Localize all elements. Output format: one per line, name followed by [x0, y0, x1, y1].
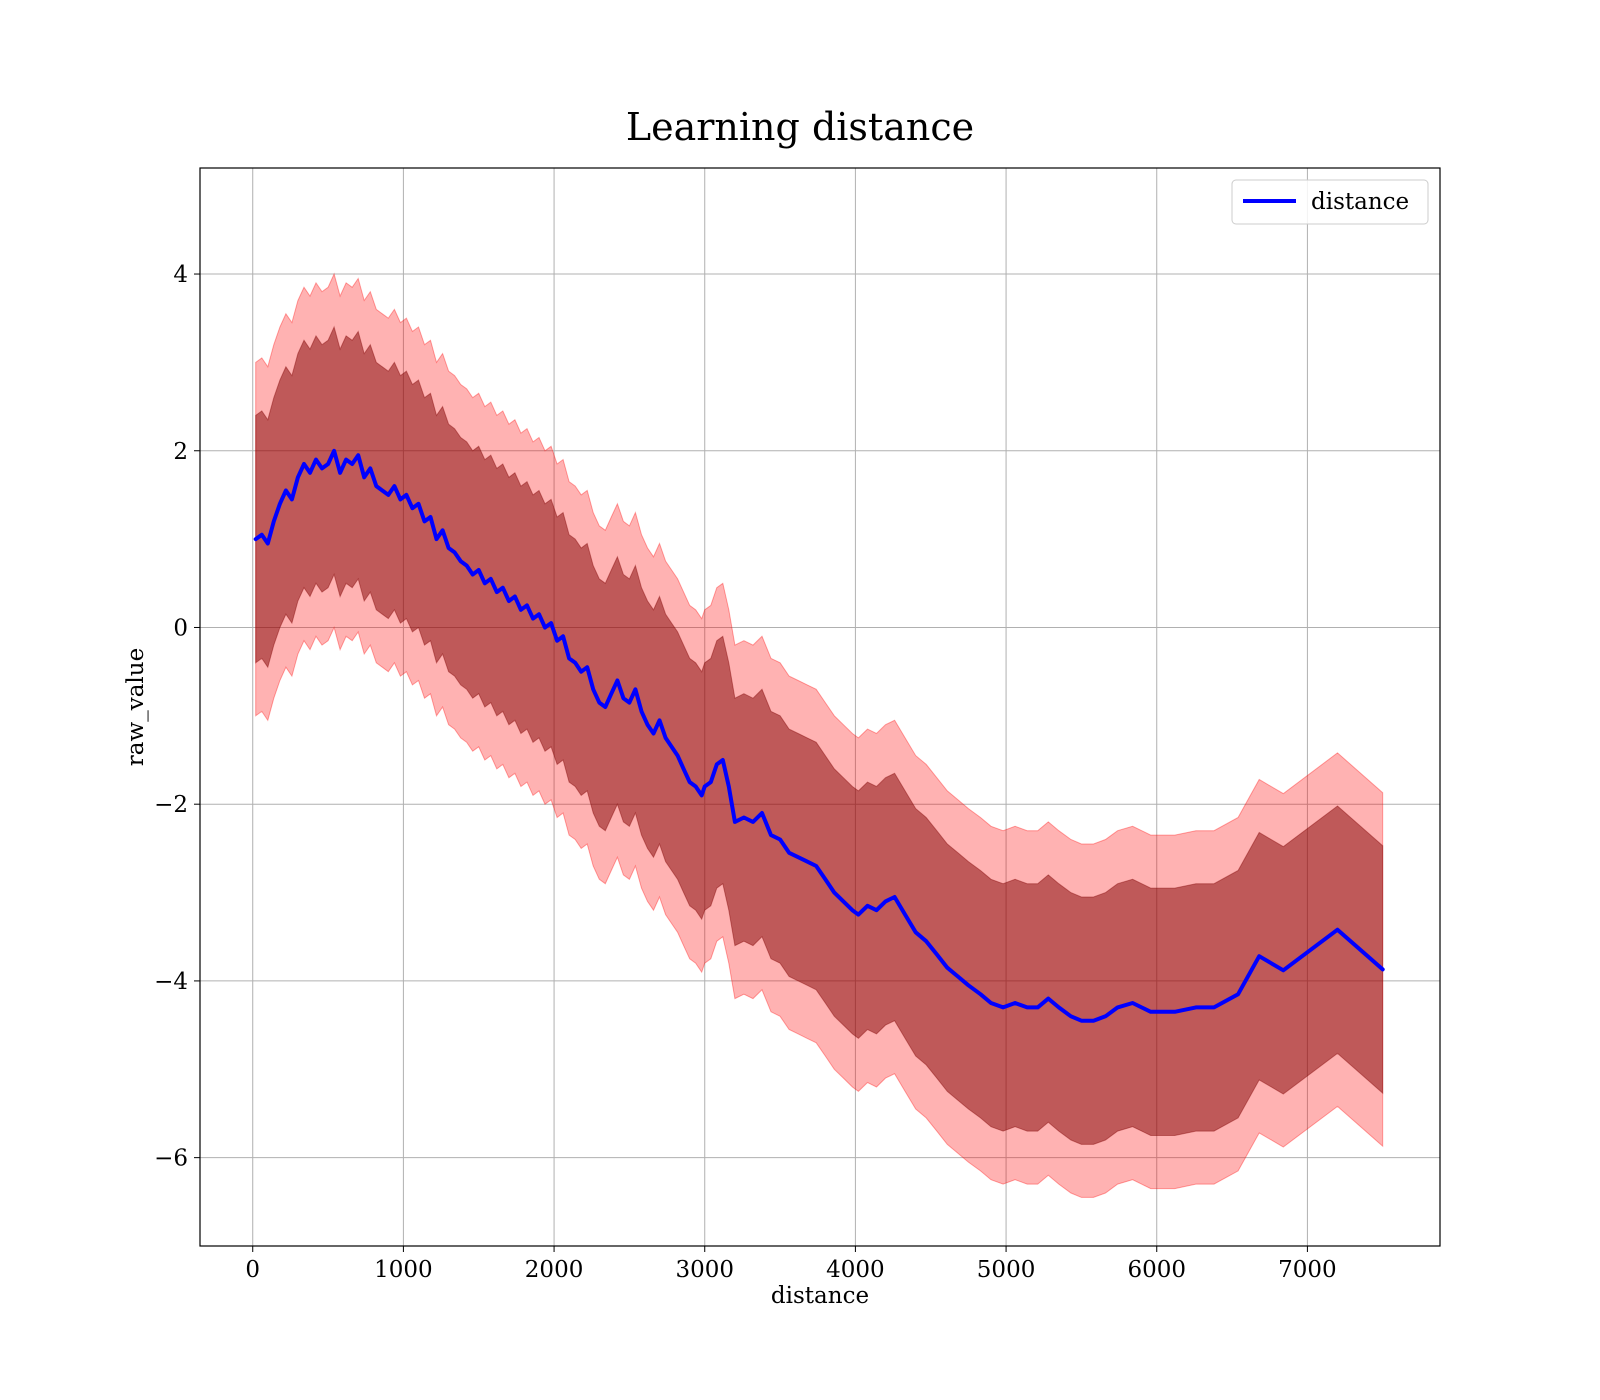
distance-line — [253, 448, 1385, 1023]
y-tick-label: 2 — [173, 439, 188, 465]
x-tick-label: 4000 — [826, 1257, 885, 1283]
x-tick-label: 2000 — [525, 1257, 584, 1283]
y-tick-label: −2 — [154, 792, 188, 818]
confidence-bands — [255, 272, 1384, 1198]
x-tick-label: 5000 — [977, 1257, 1036, 1283]
y-axis-label: raw_value — [123, 648, 149, 766]
y-tick-label: −6 — [154, 1146, 188, 1172]
x-tick-label: 0 — [245, 1257, 260, 1283]
legend-label: distance — [1311, 189, 1409, 215]
x-axis-label: distance — [771, 1283, 869, 1309]
y-tick-label: 0 — [173, 615, 188, 641]
plot-frame — [199, 167, 1441, 1247]
x-ticks: 0 1000 2000 3000 4000 5000 6000 7000 — [245, 1246, 1337, 1283]
legend: distance — [1231, 179, 1429, 225]
y-ticks: 4 2 0 −2 −4 −6 — [154, 262, 200, 1172]
series-lines — [253, 448, 1385, 1023]
y-tick-label: −4 — [154, 969, 188, 995]
inner-band — [255, 325, 1384, 1145]
x-tick-label: 3000 — [675, 1257, 734, 1283]
x-tick-label: 6000 — [1127, 1257, 1186, 1283]
chart-title: Learning distance — [626, 105, 974, 149]
y-tick-label: 4 — [173, 262, 188, 288]
x-tick-label: 7000 — [1278, 1257, 1337, 1283]
legend-box — [1231, 179, 1429, 225]
x-tick-label: 1000 — [374, 1257, 433, 1283]
